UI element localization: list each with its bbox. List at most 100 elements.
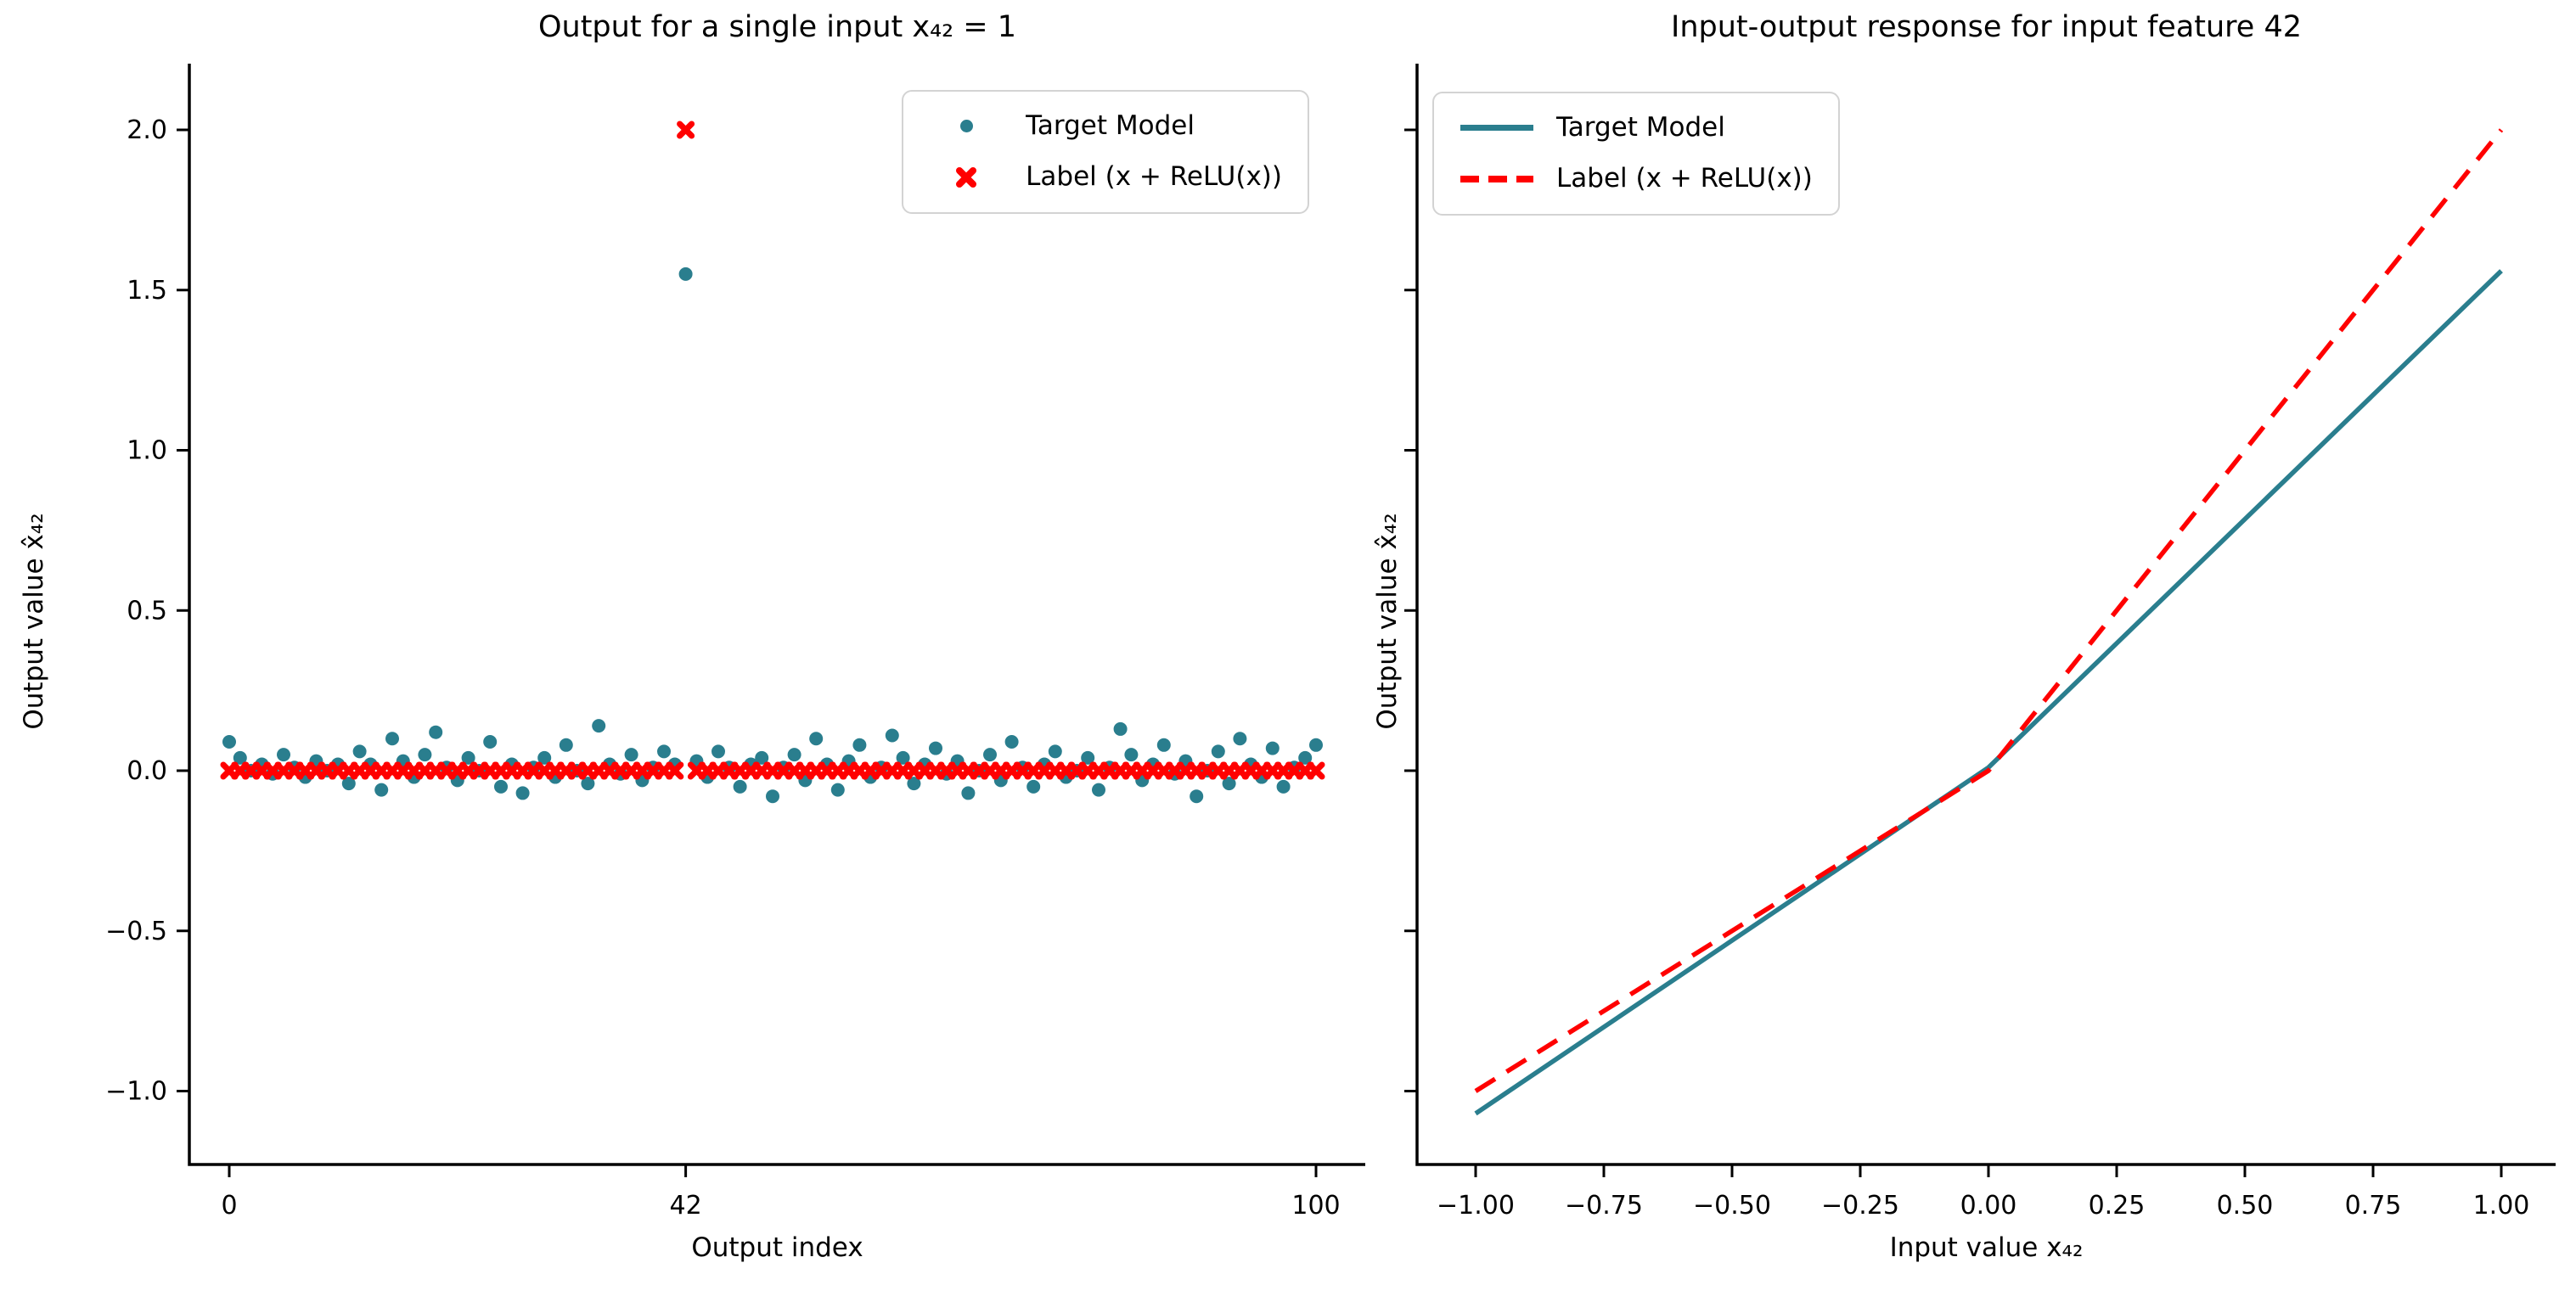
data-point xyxy=(711,744,725,759)
data-point xyxy=(677,121,695,139)
x-tick-label: 0.75 xyxy=(2345,1191,2402,1221)
data-point xyxy=(787,748,801,762)
data-point xyxy=(1081,750,1095,765)
data-point xyxy=(1048,744,1062,759)
label-x-marker-icon xyxy=(929,166,1004,188)
data-point xyxy=(222,735,236,749)
data-point xyxy=(624,748,638,762)
line-series-target-model xyxy=(1474,269,2503,1116)
data-point xyxy=(461,750,475,765)
label-dashed-line-icon xyxy=(1460,175,1534,182)
y-tick-label: 0.0 xyxy=(127,756,167,786)
x-tick-label: −1.00 xyxy=(1437,1191,1515,1221)
x-tick-label: 42 xyxy=(670,1191,702,1221)
y-tick-label: 1.0 xyxy=(127,436,167,466)
data-point xyxy=(1265,741,1280,755)
data-point xyxy=(961,786,976,800)
left-chart-y-axis-label: Output value x̂₄₂ xyxy=(19,513,49,730)
data-point xyxy=(559,738,573,752)
y-tick-label: 2.0 xyxy=(127,115,167,145)
y-tick-label: 1.5 xyxy=(127,276,167,306)
x-tick-label: −0.50 xyxy=(1693,1191,1771,1221)
x-tick-label: 0.50 xyxy=(2217,1191,2274,1221)
axis-spines xyxy=(188,64,1365,1166)
data-point xyxy=(1026,779,1041,794)
data-point xyxy=(907,777,921,791)
left-chart-x-axis-label: Output index xyxy=(691,1232,863,1263)
data-point xyxy=(233,750,247,765)
data-point xyxy=(1092,783,1105,797)
right-chart-y-axis-label: Output value x̂₄₂ xyxy=(1372,513,1403,730)
x-tick-label: 1.00 xyxy=(2473,1191,2530,1221)
data-point xyxy=(429,725,443,739)
data-point xyxy=(1124,748,1139,762)
legend-item-target-model: Target Model xyxy=(929,109,1282,144)
data-point xyxy=(766,789,779,804)
legend-label: Target Model xyxy=(1026,110,1195,141)
x-tick-label: 0.25 xyxy=(2089,1191,2146,1221)
data-point xyxy=(341,777,356,791)
legend-item-label: Label (x + ReLU(x)) xyxy=(929,160,1282,195)
data-point xyxy=(1211,744,1225,759)
axis-spines xyxy=(1415,64,2556,1166)
data-point xyxy=(852,738,867,752)
left-chart-plot-area: 2.0 1.5 1.0 0.5 0.0 −0.5 −1.0 0 42 100 xyxy=(105,64,1365,1221)
legend-label: Label (x + ReLU(x)) xyxy=(1026,160,1282,192)
data-point xyxy=(1307,761,1325,780)
data-point xyxy=(929,741,942,755)
data-point xyxy=(896,750,910,765)
legend-label: Label (x + ReLU(x)) xyxy=(1556,162,1813,194)
left-chart-legend: Target Model Label (x + ReLU(x)) xyxy=(902,90,1309,214)
legend-item-target-model: Target Model xyxy=(1460,110,1813,146)
data-point xyxy=(983,748,997,762)
data-point xyxy=(885,728,899,743)
legend-label: Target Model xyxy=(1556,112,1725,143)
right-chart-plot-area: −1.00 −0.75 −0.50 −0.25 0.00 0.25 0.50 0.75 1.00 xyxy=(1404,64,2556,1221)
legend-item-label: Label (x + ReLU(x)) xyxy=(1460,161,1813,197)
y-tick-label: 0.5 xyxy=(127,596,167,626)
data-point xyxy=(418,748,432,762)
data-point xyxy=(277,748,290,762)
data-point xyxy=(494,779,508,794)
data-point xyxy=(1233,732,1247,746)
scatter-series-label xyxy=(220,121,1325,780)
x-tick-label: 0 xyxy=(221,1191,237,1221)
scatter-series-target-model xyxy=(222,267,1323,804)
x-tick-label: 100 xyxy=(1291,1191,1340,1221)
data-point xyxy=(374,783,389,797)
y-tick-label: −1.0 xyxy=(105,1077,167,1107)
data-point xyxy=(1276,779,1291,794)
right-chart-x-axis-label: Input value x₄₂ xyxy=(1889,1232,2084,1263)
y-tick-label: −0.5 xyxy=(105,917,167,946)
data-point xyxy=(755,750,769,765)
data-point xyxy=(666,761,684,780)
data-point xyxy=(657,744,671,759)
left-chart-title: Output for a single input x₄₂ = 1 xyxy=(537,10,1017,44)
data-point xyxy=(352,744,367,759)
data-point xyxy=(385,732,399,746)
data-point xyxy=(1222,777,1236,791)
target-model-line-icon xyxy=(1460,125,1534,132)
data-point xyxy=(1309,738,1323,752)
data-point xyxy=(592,719,606,733)
data-point xyxy=(515,786,530,800)
line-series-label xyxy=(1474,128,2504,1093)
data-point xyxy=(1298,750,1313,765)
data-point xyxy=(537,750,552,765)
data-point xyxy=(1156,738,1171,752)
data-point xyxy=(1113,721,1128,736)
x-tick-label: 0.00 xyxy=(1960,1191,2017,1221)
data-point xyxy=(483,735,498,749)
data-point xyxy=(1190,789,1204,804)
data-point xyxy=(581,777,595,791)
x-tick-label: −0.75 xyxy=(1565,1191,1643,1221)
target-model-dot-marker-icon xyxy=(929,120,1004,133)
right-chart-title: Input-output response for input feature … xyxy=(1671,10,2302,44)
x-tick-label: −0.25 xyxy=(1821,1191,1899,1221)
right-chart-legend: Target Model Label (x + ReLU(x)) xyxy=(1432,92,1840,216)
data-point xyxy=(809,732,824,746)
data-point xyxy=(830,783,845,797)
data-point xyxy=(678,267,693,281)
